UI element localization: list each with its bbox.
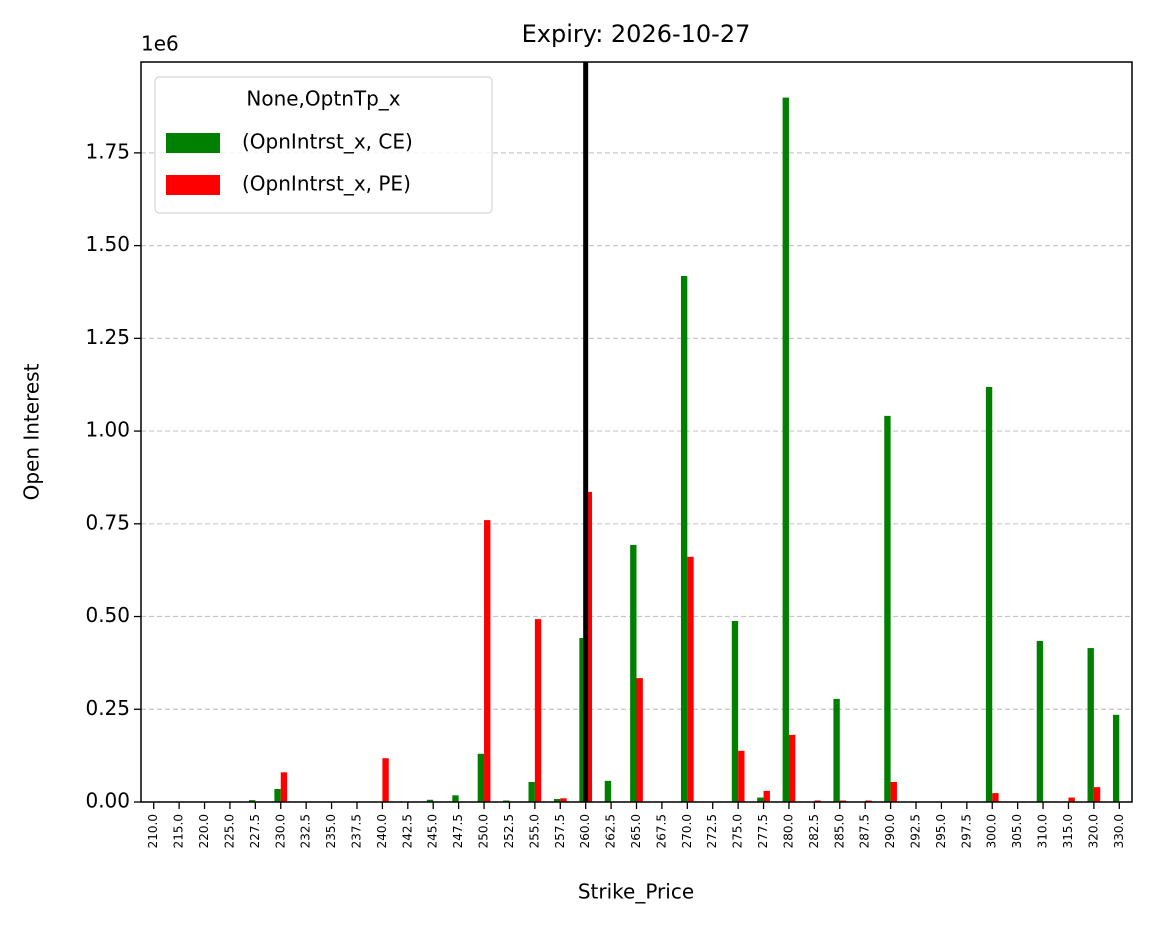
x-tick-label: 282.5: [807, 814, 821, 848]
y-tick-label: 0.25: [85, 696, 130, 720]
x-tick-label: 290.0: [883, 814, 897, 848]
x-tick-label: 285.0: [832, 814, 846, 848]
chart-title: Expiry: 2026-10-27: [522, 20, 751, 48]
x-tick-label: 300.0: [985, 814, 999, 848]
bar: [585, 491, 593, 802]
x-tick-label: 315.0: [1061, 814, 1075, 848]
x-tick-label: 255.0: [527, 814, 541, 848]
x-tick-label: 295.0: [934, 814, 948, 848]
x-tick-label: 257.5: [553, 814, 567, 848]
bar: [992, 793, 999, 802]
y-axis-label: Open Interest: [20, 363, 44, 500]
x-tick-label: 277.5: [756, 814, 770, 848]
bar: [534, 619, 542, 802]
x-tick-label: 330.0: [1112, 814, 1126, 848]
bar: [884, 415, 891, 802]
legend-label: (OpnIntrst_x, CE): [242, 130, 413, 154]
bar: [604, 780, 612, 802]
y-offset-label: 1e6: [141, 32, 179, 56]
x-tick-label: 220.0: [197, 814, 211, 848]
bar: [382, 758, 389, 802]
x-tick-label: 280.0: [781, 814, 795, 848]
x-tick-label: 245.0: [426, 814, 440, 848]
bar: [788, 734, 796, 802]
bar: [731, 620, 739, 802]
x-tick-label: 242.5: [400, 814, 414, 848]
x-tick-label: 292.5: [909, 814, 923, 848]
x-tick-label: 247.5: [451, 814, 465, 848]
bar: [833, 698, 840, 802]
x-tick-label: 305.0: [1010, 814, 1024, 848]
x-tick-label: 210.0: [146, 814, 160, 848]
bar: [738, 750, 745, 802]
bar: [579, 638, 586, 802]
bar: [630, 544, 637, 802]
bar: [280, 772, 288, 802]
x-tick-label: 262.5: [604, 814, 618, 848]
x-tick-label: 225.0: [222, 814, 236, 848]
y-tick-label: 0.50: [85, 603, 130, 627]
bar: [1087, 648, 1094, 802]
x-tick-label: 252.5: [502, 814, 516, 848]
x-tick-label: 310.0: [1036, 814, 1050, 848]
x-axis-label: Strike_Price: [578, 880, 694, 904]
bar: [1112, 714, 1120, 802]
bar: [680, 276, 688, 803]
bar: [452, 795, 459, 802]
bar: [477, 753, 485, 802]
x-tick-label: 237.5: [349, 814, 363, 848]
legend-box: [154, 76, 493, 214]
bar: [426, 799, 434, 802]
y-tick-label: 1.75: [85, 139, 130, 163]
bar: [636, 678, 643, 802]
x-tick-label: 232.5: [299, 814, 313, 848]
x-tick-label: 287.5: [858, 814, 872, 848]
legend-label: (OpnIntrst_x, PE): [242, 172, 411, 196]
bar: [560, 798, 567, 802]
bar: [274, 789, 281, 802]
x-tick-label: 275.0: [731, 814, 745, 848]
legend-swatch: [166, 133, 220, 153]
y-tick-label: 0.00: [85, 789, 130, 813]
bar: [985, 386, 993, 802]
y-tick-label: 1.25: [85, 325, 130, 349]
bar: [763, 790, 770, 802]
x-tick-label: 227.5: [248, 814, 262, 848]
bar: [890, 781, 897, 802]
x-tick-label: 230.0: [273, 814, 287, 848]
bar: [782, 97, 789, 803]
bar: [757, 797, 764, 802]
x-tick-label: 250.0: [477, 814, 491, 848]
x-tick-label: 297.5: [959, 814, 973, 848]
bar: [1068, 797, 1075, 802]
bar: [1036, 641, 1044, 802]
plot-frame: [140, 61, 1133, 803]
x-tick-label: 267.5: [654, 814, 668, 848]
x-tick-label: 320.0: [1086, 814, 1100, 848]
bar: [553, 799, 561, 802]
bar: [484, 520, 491, 802]
x-tick-label: 215.0: [172, 814, 186, 848]
x-tick-label: 240.0: [375, 814, 389, 848]
bar: [528, 781, 535, 802]
x-tick-label: 265.0: [629, 814, 643, 848]
x-tick-label: 270.0: [680, 814, 694, 848]
x-tick-label: 260.0: [578, 814, 592, 848]
bar: [687, 556, 694, 802]
x-tick-label: 272.5: [705, 814, 719, 848]
bar: [248, 800, 256, 802]
bar: [1093, 787, 1101, 802]
legend-swatch: [166, 175, 220, 195]
y-tick-label: 1.00: [85, 418, 130, 442]
legend-title: None,OptnTp_x: [246, 87, 400, 111]
x-tick-label: 235.0: [324, 814, 338, 848]
y-tick-label: 1.50: [85, 232, 130, 256]
y-tick-label: 0.75: [85, 510, 130, 534]
